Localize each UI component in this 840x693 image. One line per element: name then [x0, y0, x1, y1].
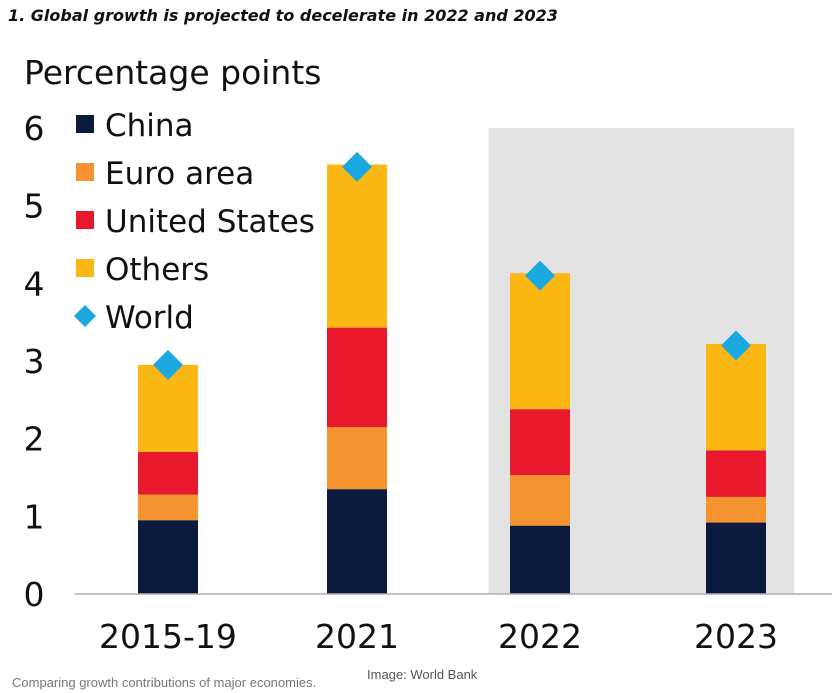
y-axis-ticks: 0 1 2 3 4 5 6 [24, 109, 45, 614]
world-marker-2022 [525, 260, 555, 291]
bar-segment-euro-area-2015-19 [138, 494, 198, 521]
bar-segment-china-2023 [706, 522, 766, 594]
chart-headline: 1. Global growth is projected to deceler… [8, 6, 558, 25]
bars [138, 164, 766, 594]
y-tick-label: 5 [24, 187, 45, 226]
world-markers [153, 151, 751, 380]
bar-segment-united-states-2021 [327, 327, 387, 428]
bar-segment-others-2021 [327, 164, 387, 328]
bar-segment-others-2022 [510, 273, 570, 410]
x-tick-label: 2023 [694, 617, 778, 656]
world-marker-2023 [721, 330, 751, 361]
bar-segment-united-states-2015-19 [138, 451, 198, 495]
y-axis-label: Percentage points [24, 53, 321, 92]
world-marker-2021 [342, 151, 372, 182]
x-tick-label: 2022 [498, 617, 582, 656]
bar-segment-united-states-2023 [706, 450, 766, 497]
y-tick-label: 2 [24, 420, 45, 459]
bar-segment-euro-area-2021 [327, 427, 387, 490]
x-axis-ticks: 2015-19 2021 2022 2023 [99, 617, 778, 656]
legend-swatch-others [76, 259, 94, 277]
bar-segment-china-2015-19 [138, 520, 198, 594]
legend-swatch-united-states [76, 211, 94, 229]
x-tick-label: 2021 [315, 617, 399, 656]
legend-label-others: Others [105, 252, 209, 288]
y-tick-label: 3 [24, 342, 45, 381]
bar-segment-others-2023 [706, 343, 766, 451]
bar-segment-china-2022 [510, 525, 570, 594]
y-tick-label: 4 [24, 264, 45, 303]
image-credit: Image: World Bank [367, 667, 478, 682]
world-marker-2015-19 [153, 349, 183, 380]
legend-label-world: World [105, 300, 194, 336]
legend-swatch-world [74, 305, 96, 327]
y-tick-label: 6 [24, 109, 45, 148]
bar-segment-china-2021 [327, 489, 387, 594]
image-caption: Comparing growth contributions of major … [12, 675, 317, 690]
legend: China Euro area United States Others World [74, 108, 315, 336]
bar-segment-euro-area-2023 [706, 496, 766, 523]
y-tick-label: 0 [24, 575, 45, 614]
legend-swatch-euro-area [76, 163, 94, 181]
legend-label-united-states: United States [105, 204, 315, 240]
x-tick-label: 2015-19 [99, 617, 237, 656]
legend-swatch-china [76, 115, 94, 133]
bar-segment-united-states-2022 [510, 409, 570, 476]
bar-segment-euro-area-2022 [510, 475, 570, 526]
legend-label-euro-area: Euro area [105, 156, 254, 192]
legend-label-china: China [105, 108, 194, 144]
y-tick-label: 1 [24, 497, 45, 536]
